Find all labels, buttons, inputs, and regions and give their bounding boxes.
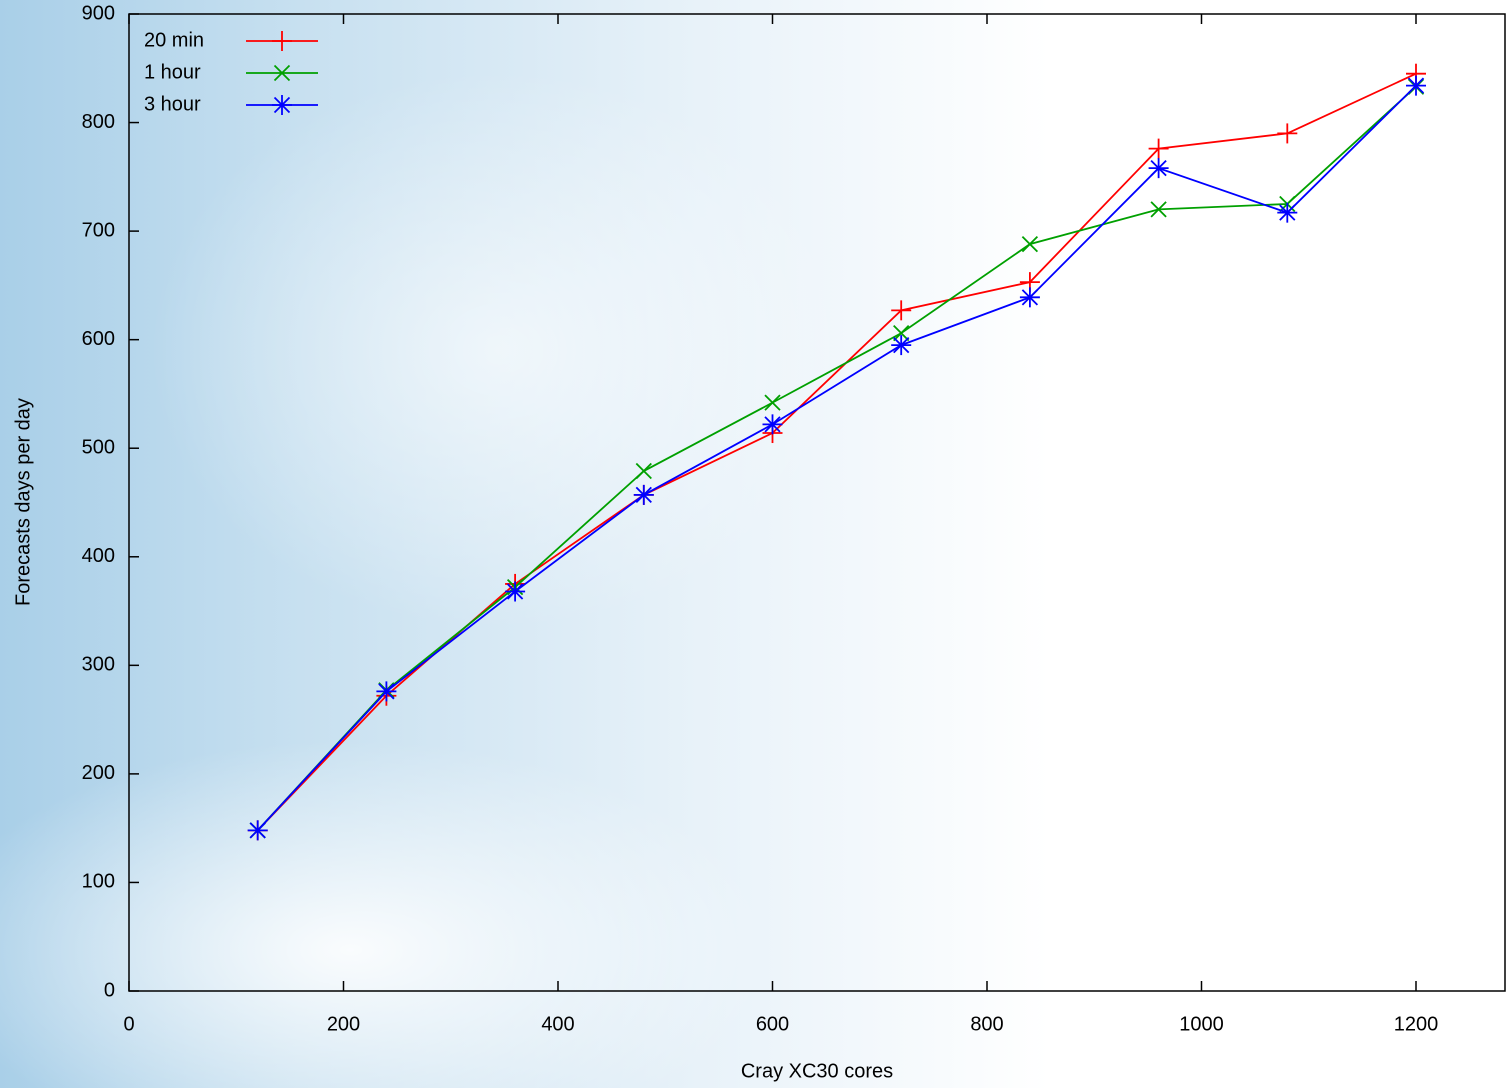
data-point — [891, 335, 912, 356]
marker-stroke — [506, 583, 524, 600]
y-tick-label: 900 — [82, 2, 115, 24]
marker-stroke — [1279, 204, 1296, 221]
y-tick-label: 800 — [82, 111, 115, 133]
data-point — [1148, 138, 1169, 159]
data-point — [1150, 201, 1167, 218]
y-tick-label: 500 — [82, 437, 115, 459]
data-point — [891, 300, 912, 321]
data-point — [1019, 287, 1040, 308]
y-tick-label: 200 — [82, 762, 115, 784]
legend-label: 3 hour — [144, 93, 201, 115]
y-tick-label: 700 — [82, 219, 115, 241]
marker-stroke — [378, 683, 395, 700]
marker-stroke — [764, 394, 781, 411]
marker-stroke — [1150, 160, 1167, 177]
data-point — [635, 462, 652, 480]
legend-marker — [273, 64, 291, 82]
data-point — [247, 820, 268, 841]
series-line — [257, 85, 1417, 831]
marker-stroke — [1407, 77, 1425, 94]
series-line — [257, 72, 1417, 831]
data-point — [1277, 123, 1298, 144]
data-point — [893, 325, 910, 342]
data-point — [1277, 202, 1298, 223]
data-point — [762, 414, 783, 435]
data-point — [633, 484, 654, 505]
marker-stroke — [893, 325, 910, 342]
marker-stroke — [249, 822, 266, 839]
marker-stroke — [1150, 201, 1167, 218]
x-tick-label: 200 — [327, 1013, 360, 1035]
data-point — [764, 394, 781, 411]
marker-stroke — [1021, 236, 1039, 253]
y-tick-label: 400 — [82, 545, 115, 567]
y-axis-label: Forecasts days per day — [12, 398, 34, 606]
series-line — [257, 86, 1417, 831]
marker-stroke — [1021, 289, 1039, 306]
y-tick-label: 0 — [104, 979, 115, 1001]
x-tick-label: 600 — [756, 1013, 789, 1035]
marker-stroke — [635, 462, 652, 480]
data-point — [505, 581, 526, 602]
marker-stroke — [273, 64, 291, 82]
x-tick-label: 0 — [123, 1013, 134, 1035]
y-tick-label: 600 — [82, 328, 115, 350]
x-tick-label: 400 — [541, 1013, 574, 1035]
y-tick-label: 300 — [82, 654, 115, 676]
marker-stroke — [635, 486, 652, 504]
x-axis-label: Cray XC30 cores — [741, 1060, 893, 1082]
legend-label: 1 hour — [144, 61, 201, 83]
data-point — [1406, 75, 1426, 96]
x-tick-label: 1000 — [1179, 1013, 1224, 1035]
plot-frame — [128, 13, 1506, 992]
data-point — [1021, 236, 1039, 253]
legend-marker — [272, 95, 292, 115]
data-point — [1148, 158, 1169, 179]
legend-label: 20 min — [144, 29, 204, 51]
marker-stroke — [764, 416, 781, 433]
x-tick-label: 1200 — [1394, 1013, 1439, 1035]
y-tick-label: 100 — [82, 871, 115, 893]
marker-stroke — [273, 96, 291, 114]
x-tick-label: 800 — [970, 1013, 1003, 1035]
legend-marker — [272, 31, 292, 51]
marker-stroke — [893, 336, 910, 354]
data-point — [376, 681, 397, 702]
